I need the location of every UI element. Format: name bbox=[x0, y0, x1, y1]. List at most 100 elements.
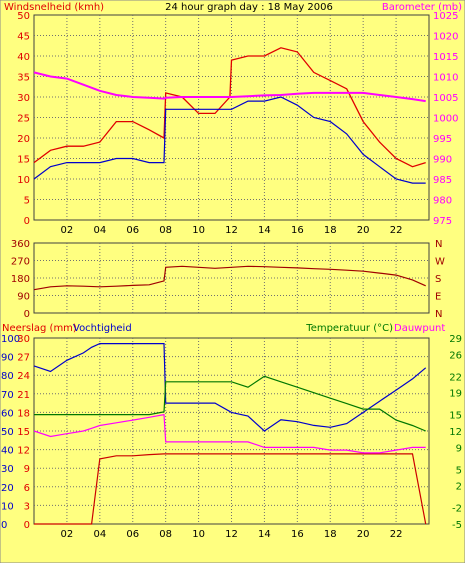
humidity-y-tick: 10 bbox=[1, 501, 14, 512]
rain-y-tick: 24 bbox=[17, 371, 30, 382]
x-tick-label: 08 bbox=[159, 225, 172, 236]
x-tick-label: 06 bbox=[126, 529, 139, 540]
x-tick-label: 12 bbox=[225, 225, 238, 236]
temperature-y-tick: -2 bbox=[452, 504, 462, 515]
humidity-y-tick: 90 bbox=[1, 353, 14, 364]
humidity-y-tick: 100 bbox=[1, 334, 20, 345]
rain-axis-label: Neerslag (mm) bbox=[2, 323, 77, 334]
barometer-y-tick: 1020 bbox=[433, 32, 458, 43]
compass-tick: N bbox=[435, 239, 442, 250]
direction-y-tick: 360 bbox=[11, 239, 30, 250]
x-tick-label: 16 bbox=[291, 529, 304, 540]
compass-tick: N bbox=[435, 309, 442, 320]
direction-y-tick: 90 bbox=[17, 292, 30, 303]
humidity-y-tick: 70 bbox=[1, 390, 14, 401]
x-tick-label: 06 bbox=[126, 225, 139, 236]
x-tick-label: 12 bbox=[225, 529, 238, 540]
wind-y-tick: 30 bbox=[17, 93, 30, 104]
barometer-y-tick: 1000 bbox=[433, 114, 458, 125]
wind-speed-title: Windsnelheid (kmh) bbox=[4, 2, 104, 13]
x-tick-label: 18 bbox=[324, 225, 337, 236]
wind-y-tick: 10 bbox=[17, 175, 30, 186]
wind-y-tick: 40 bbox=[17, 52, 30, 63]
barometer-y-tick: 980 bbox=[433, 196, 452, 207]
barometer-y-tick: 975 bbox=[433, 216, 452, 227]
humidity-axis-label: Vochtigheid bbox=[73, 323, 132, 334]
x-tick-label: 16 bbox=[291, 225, 304, 236]
rain-y-tick: 12 bbox=[17, 446, 30, 457]
humidity-y-tick: 40 bbox=[1, 446, 14, 457]
x-tick-label: 20 bbox=[357, 225, 370, 236]
wind-y-tick: 0 bbox=[24, 216, 30, 227]
dewpoint-axis-label: Dauwpunt bbox=[394, 323, 445, 334]
compass-tick: W bbox=[435, 257, 445, 268]
rain-y-tick: 0 bbox=[24, 520, 30, 531]
temperature-y-tick: 5 bbox=[456, 465, 462, 476]
x-tick-label: 20 bbox=[357, 529, 370, 540]
barometer-y-tick: 1025 bbox=[433, 11, 458, 22]
temperature-y-tick: -5 bbox=[452, 520, 462, 531]
direction-y-tick: 0 bbox=[24, 309, 30, 320]
rain-y-tick: 27 bbox=[17, 353, 30, 364]
temperature-y-tick: 29 bbox=[449, 334, 462, 345]
x-tick-label: 22 bbox=[390, 225, 403, 236]
rain-y-tick: 15 bbox=[17, 427, 30, 438]
x-tick-label: 04 bbox=[93, 529, 106, 540]
humidity-y-tick: 20 bbox=[1, 483, 14, 494]
temperature-y-tick: 22 bbox=[449, 372, 462, 383]
temperature-y-tick: 2 bbox=[456, 482, 462, 493]
temperature-y-tick: 12 bbox=[449, 427, 462, 438]
rain-y-tick: 18 bbox=[17, 408, 30, 419]
wind-y-tick: 20 bbox=[17, 134, 30, 145]
x-tick-label: 10 bbox=[192, 225, 205, 236]
barometer-y-tick: 1005 bbox=[433, 93, 458, 104]
rain-y-tick: 9 bbox=[24, 464, 30, 475]
x-tick-label: 08 bbox=[159, 529, 172, 540]
barometer-y-tick: 995 bbox=[433, 134, 452, 145]
barometer-y-tick: 1015 bbox=[433, 52, 458, 63]
x-tick-label: 02 bbox=[61, 225, 74, 236]
temperature-y-tick: 26 bbox=[449, 350, 462, 361]
compass-tick: S bbox=[435, 274, 441, 285]
humidity-y-tick: 50 bbox=[1, 427, 14, 438]
x-tick-label: 14 bbox=[258, 225, 271, 236]
x-tick-label: 18 bbox=[324, 529, 337, 540]
temperature-line bbox=[34, 375, 426, 432]
direction-y-tick: 180 bbox=[11, 274, 30, 285]
rain-y-tick: 21 bbox=[17, 390, 30, 401]
barometer-line bbox=[33, 71, 426, 103]
rain-y-tick: 3 bbox=[24, 501, 30, 512]
wind-direction-line bbox=[33, 265, 426, 291]
wind-y-tick: 15 bbox=[17, 155, 30, 166]
wind-y-tick: 5 bbox=[24, 196, 30, 207]
barometer-y-tick: 990 bbox=[433, 155, 452, 166]
rain-line bbox=[34, 453, 427, 525]
rain-y-tick: 6 bbox=[24, 483, 30, 494]
series-layer bbox=[33, 47, 427, 525]
temperature-axis-label: Temperatuur (°C) bbox=[305, 323, 393, 334]
wind-y-tick: 25 bbox=[17, 114, 30, 125]
barometer-y-tick: 985 bbox=[433, 175, 452, 186]
wind-average-line bbox=[33, 96, 426, 184]
x-tick-label: 10 bbox=[192, 529, 205, 540]
x-tick-label: 22 bbox=[390, 529, 403, 540]
x-tick-label: 02 bbox=[61, 529, 74, 540]
barometer-y-tick: 1010 bbox=[433, 73, 458, 84]
x-tick-label: 14 bbox=[258, 529, 271, 540]
dewpoint-line bbox=[33, 413, 426, 454]
graph-title: 24 hour graph day : 18 May 2006 bbox=[165, 2, 333, 13]
humidity-line bbox=[33, 343, 427, 432]
x-tick-label: 04 bbox=[93, 225, 106, 236]
direction-y-tick: 270 bbox=[11, 257, 30, 268]
compass-tick: E bbox=[435, 292, 441, 303]
humidity-y-tick: 60 bbox=[1, 408, 14, 419]
wind-y-tick: 50 bbox=[17, 11, 30, 22]
temperature-y-tick: 19 bbox=[449, 389, 462, 400]
humidity-y-tick: 30 bbox=[1, 464, 14, 475]
wind-y-tick: 45 bbox=[17, 32, 30, 43]
temperature-y-tick: 15 bbox=[449, 411, 462, 422]
humidity-y-tick: 0 bbox=[1, 520, 7, 531]
